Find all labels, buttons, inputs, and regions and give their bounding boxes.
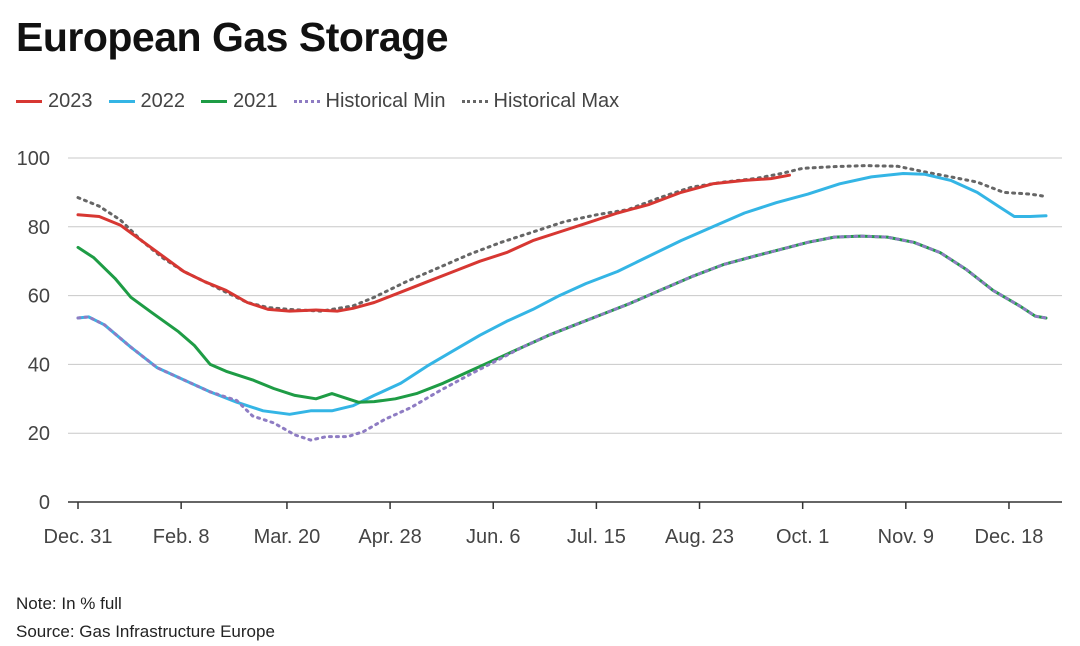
x-tick-label: Feb. 8 bbox=[153, 526, 210, 548]
series-line-2023 bbox=[76, 173, 791, 313]
legend-swatch-historical-min bbox=[293, 100, 320, 103]
y-tick-label: 60 bbox=[28, 286, 50, 308]
y-tick-label: 20 bbox=[28, 423, 50, 445]
x-tick-label: Mar. 20 bbox=[254, 526, 321, 548]
legend-item-2022: 2022 bbox=[108, 90, 186, 113]
legend: 2023 2022 2021 Historical Min Historical… bbox=[16, 90, 635, 113]
series-line-2021 bbox=[76, 234, 1048, 404]
y-tick-label: 40 bbox=[28, 354, 50, 376]
chart-title: European Gas Storage bbox=[16, 14, 449, 60]
legend-swatch-2023 bbox=[16, 100, 42, 103]
legend-label-2022: 2022 bbox=[140, 90, 186, 112]
source-text: Source: Gas Infrastructure Europe bbox=[16, 622, 275, 641]
x-tick-label: Oct. 1 bbox=[776, 526, 829, 548]
grid-lines bbox=[68, 157, 1062, 434]
legend-item-historical-max: Historical Max bbox=[461, 90, 620, 113]
y-tick-label: 80 bbox=[28, 217, 50, 239]
legend-label-2021: 2021 bbox=[233, 90, 278, 112]
x-tick-label: Jun. 6 bbox=[466, 526, 520, 548]
y-axis-ticks: 0 20 40 60 80 100 bbox=[17, 148, 50, 514]
x-tick-label: Nov. 9 bbox=[878, 526, 934, 548]
series-line-2022 bbox=[76, 172, 1048, 416]
legend-swatch-2022 bbox=[108, 100, 135, 103]
legend-label-historical-min: Historical Min bbox=[325, 90, 446, 112]
x-tick-label: Dec. 18 bbox=[975, 526, 1044, 548]
y-tick-label: 100 bbox=[17, 148, 50, 170]
legend-swatch-2021 bbox=[201, 100, 227, 103]
x-tick-label: Jul. 15 bbox=[567, 526, 626, 548]
legend-item-2023: 2023 bbox=[16, 90, 93, 113]
x-tick-label: Dec. 31 bbox=[44, 526, 113, 548]
legend-swatch-historical-max bbox=[461, 100, 488, 103]
note-text: Note: In % full bbox=[16, 594, 122, 613]
series-lines bbox=[76, 164, 1048, 442]
x-tick-label: Aug. 23 bbox=[665, 526, 734, 548]
chart-notes: Note: In % full Source: Gas Infrastructu… bbox=[16, 590, 275, 646]
series-line-historical-min bbox=[76, 234, 1048, 442]
y-tick-label: 0 bbox=[39, 492, 50, 514]
legend-label-2023: 2023 bbox=[48, 90, 93, 112]
x-axis: Dec. 31 Feb. 8 Mar. 20 Apr. 28 Jun. 6 Jul. 15… bbox=[44, 501, 1062, 548]
x-tick-label: Apr. 28 bbox=[358, 526, 421, 548]
legend-item-2021: 2021 bbox=[201, 90, 278, 113]
legend-item-historical-min: Historical Min bbox=[293, 90, 446, 113]
legend-label-historical-max: Historical Max bbox=[493, 90, 620, 112]
